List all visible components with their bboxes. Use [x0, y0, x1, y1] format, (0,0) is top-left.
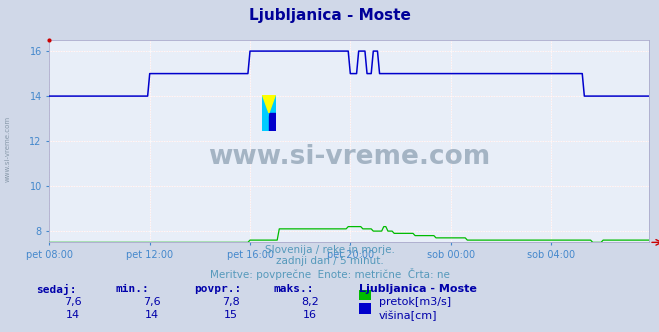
- Text: 7,6: 7,6: [143, 297, 160, 307]
- Text: Ljubljanica - Moste: Ljubljanica - Moste: [359, 284, 477, 294]
- Text: www.si-vreme.com: www.si-vreme.com: [5, 116, 11, 183]
- Text: 15: 15: [223, 310, 238, 320]
- Text: Meritve: povprečne  Enote: metrične  Črta: ne: Meritve: povprečne Enote: metrične Črta:…: [210, 268, 449, 280]
- Text: maks.:: maks.:: [273, 284, 314, 294]
- Text: 7,8: 7,8: [222, 297, 239, 307]
- Text: višina[cm]: višina[cm]: [379, 310, 438, 321]
- Bar: [269, 95, 275, 113]
- Text: pretok[m3/s]: pretok[m3/s]: [379, 297, 451, 307]
- Text: zadnji dan / 5 minut.: zadnji dan / 5 minut.: [275, 256, 384, 266]
- Text: povpr.:: povpr.:: [194, 284, 242, 294]
- Text: 16: 16: [302, 310, 317, 320]
- Text: 14: 14: [65, 310, 80, 320]
- Text: min.:: min.:: [115, 284, 149, 294]
- Polygon shape: [262, 95, 275, 113]
- Bar: [262, 95, 269, 113]
- Text: 8,2: 8,2: [301, 297, 318, 307]
- Text: www.si-vreme.com: www.si-vreme.com: [208, 144, 490, 170]
- Text: 14: 14: [144, 310, 159, 320]
- Text: sedaj:: sedaj:: [36, 284, 76, 295]
- Text: Slovenija / reke in morje.: Slovenija / reke in morje.: [264, 245, 395, 255]
- Polygon shape: [262, 95, 269, 131]
- Text: 7,6: 7,6: [64, 297, 81, 307]
- Text: Ljubljanica - Moste: Ljubljanica - Moste: [248, 8, 411, 23]
- Bar: [262, 113, 269, 131]
- Bar: [269, 113, 275, 131]
